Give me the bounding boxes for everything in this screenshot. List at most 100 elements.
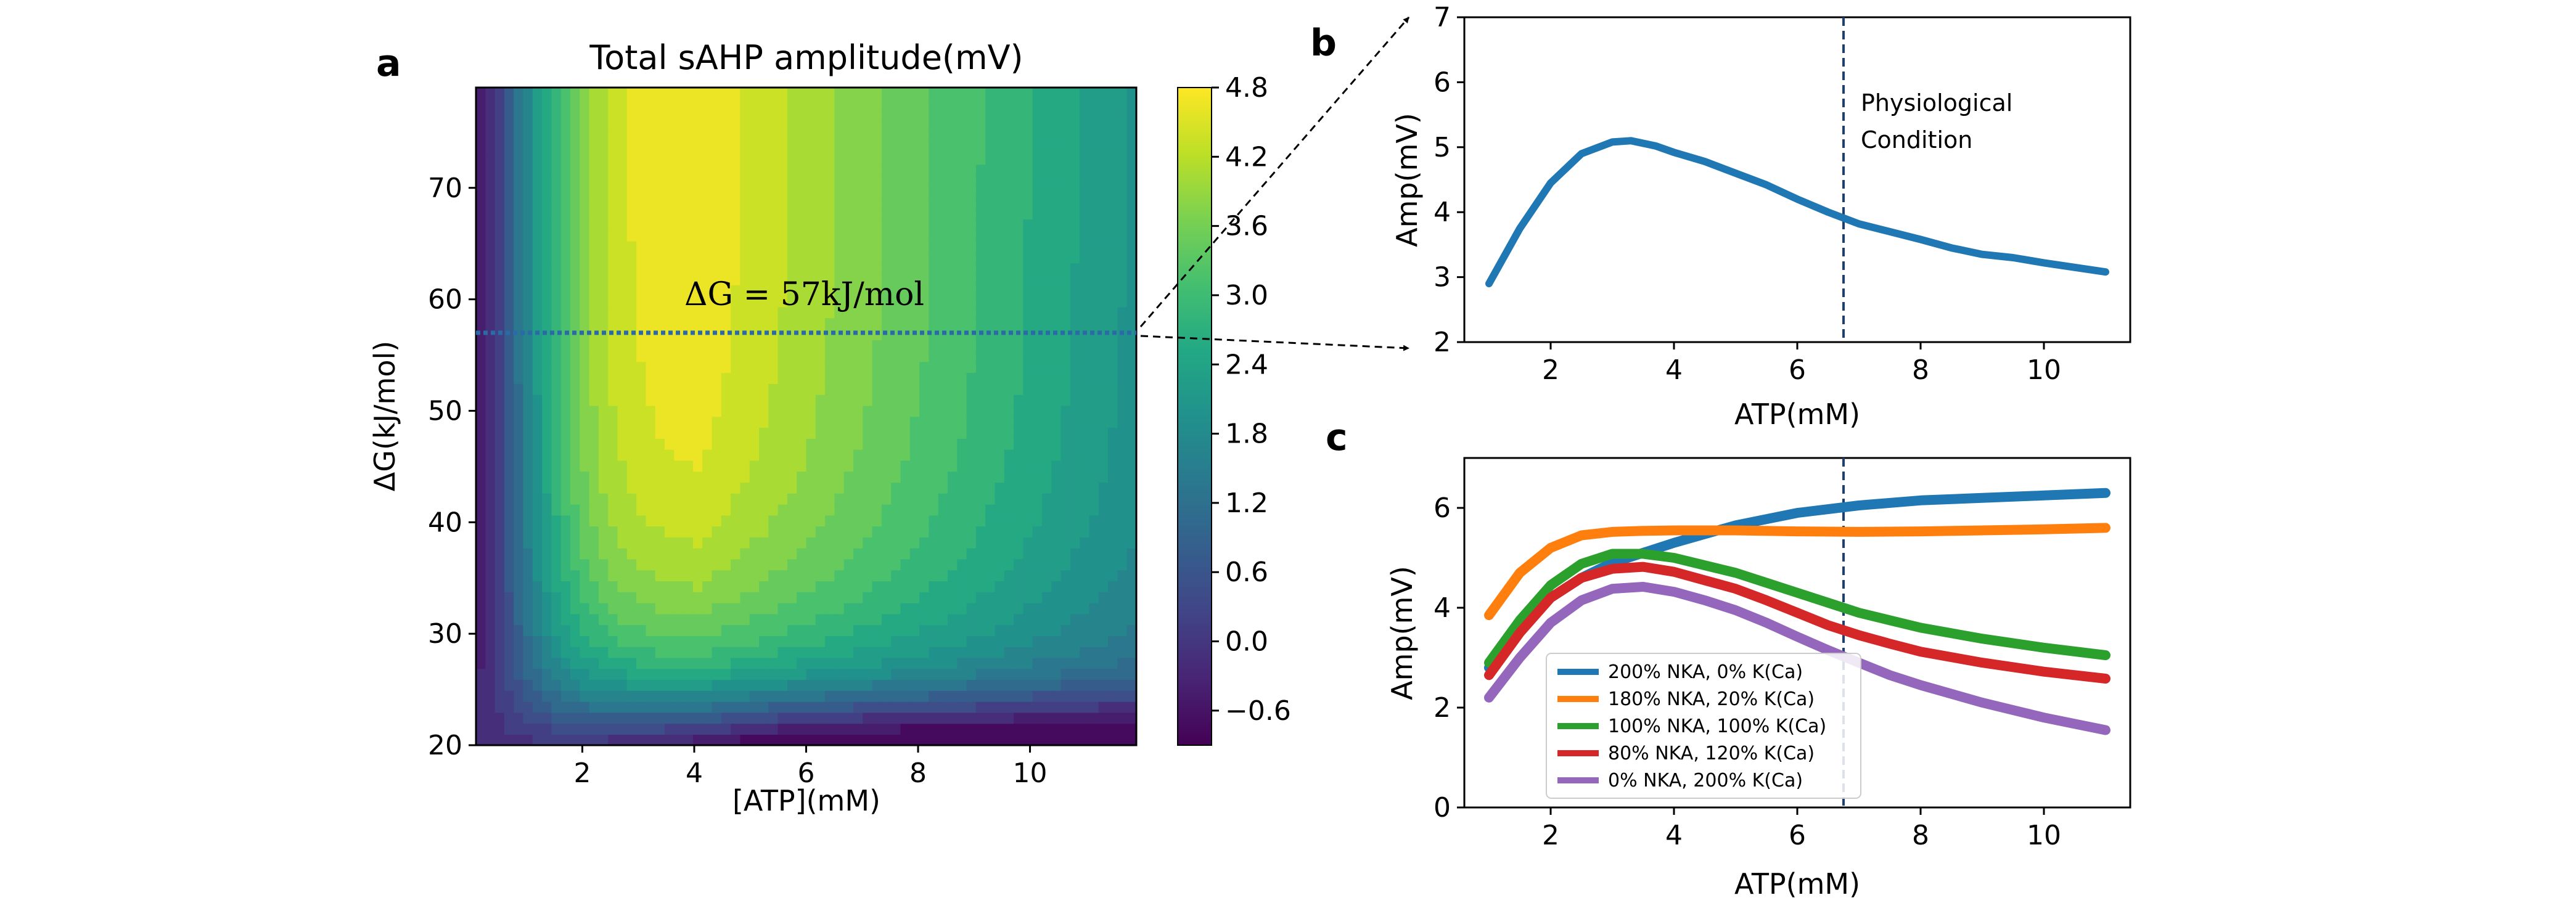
heatmap-cell (948, 646, 958, 658)
heatmap-cell (532, 592, 543, 603)
heatmap-cell (948, 504, 958, 516)
heatmap-cell (646, 449, 656, 461)
heatmap-cell (1014, 285, 1024, 296)
heatmap-cell (560, 317, 571, 330)
heatmap-cell (655, 153, 665, 165)
heatmap-cell (863, 558, 873, 571)
heatmap-cell (485, 372, 496, 384)
heatmap-cell (985, 504, 996, 516)
series-line-4 (1484, 562, 2110, 684)
heatmap-cell (853, 175, 864, 187)
heatmap-cell (504, 449, 514, 461)
heatmap-cell (1042, 230, 1052, 242)
xtick-label: 8 (1912, 354, 1929, 386)
heatmap-cell (598, 131, 609, 143)
heatmap-cell (1051, 592, 1062, 603)
heatmap-cell (881, 547, 892, 560)
heatmap-cell (1089, 646, 1099, 658)
heatmap-cell (995, 504, 1005, 516)
heatmap-cell (749, 438, 760, 450)
heatmap-cell (909, 449, 920, 461)
heatmap-cell (683, 340, 694, 351)
heatmap-cell (1042, 438, 1052, 450)
heatmap-cell (938, 186, 948, 198)
heatmap-cell (542, 263, 552, 275)
heatmap-cell (881, 635, 892, 647)
heatmap-cell (683, 240, 694, 253)
heatmap-cell (626, 460, 637, 472)
heatmap-cell (655, 98, 665, 110)
heatmap-cell (777, 668, 788, 680)
heatmap-cell (825, 427, 835, 439)
heatmap-cell (900, 208, 911, 220)
heatmap-cell (712, 240, 722, 253)
heatmap-cell (834, 263, 845, 275)
heatmap-cell (1032, 405, 1043, 417)
heatmap-cell (1070, 471, 1080, 483)
heatmap-cell (834, 646, 845, 658)
heatmap-cell (598, 668, 609, 680)
heatmap-cell (617, 646, 628, 658)
heatmap-cell (608, 153, 618, 165)
heatmap-cell (749, 340, 760, 351)
heatmap-cell (655, 274, 665, 285)
heatmap-cell (948, 515, 958, 527)
heatmap-cell (626, 515, 637, 527)
heatmap-cell (759, 405, 769, 417)
heatmap-cell (1080, 679, 1090, 691)
heatmap-cell (731, 602, 741, 615)
heatmap-cell (626, 526, 637, 537)
heatmap-cell (872, 613, 882, 626)
heatmap-cell (872, 635, 882, 647)
heatmap-cell (476, 219, 486, 231)
heatmap-xtick-label: 6 (798, 758, 815, 789)
heatmap-cell (504, 558, 514, 571)
heatmap-cell (532, 602, 543, 615)
heatmap-cell (692, 340, 703, 351)
heatmap-cell (674, 186, 684, 198)
heatmap-cell (702, 197, 713, 209)
heatmap-cell (815, 263, 826, 275)
heatmap-cell (523, 131, 533, 143)
heatmap-cell (617, 679, 628, 691)
heatmap-cell (806, 416, 816, 428)
heatmap-cell (1004, 142, 1014, 154)
heatmap-cell (768, 175, 779, 187)
heatmap-cell (853, 482, 864, 494)
heatmap-cell (909, 263, 920, 275)
heatmap-cell (702, 602, 713, 615)
heatmap-cell (1060, 547, 1071, 560)
heatmap-cell (957, 537, 967, 549)
heatmap-cell (702, 219, 713, 231)
heatmap-cell (485, 712, 496, 724)
heatmap-cell (919, 613, 930, 626)
heatmap-cell (777, 570, 788, 582)
heatmap-cell (787, 219, 797, 231)
heatmap-cell (665, 679, 675, 691)
heatmap-cell (702, 120, 713, 132)
heatmap-cell (1060, 372, 1071, 384)
heatmap-cell (985, 734, 996, 745)
heatmap-cell (598, 383, 609, 395)
heatmap-cell (1051, 88, 1062, 99)
heatmap-cell (1032, 340, 1043, 351)
heatmap-cell (580, 526, 590, 537)
heatmap-cell (1108, 581, 1118, 592)
heatmap-cell (1126, 734, 1136, 745)
heatmap-cell (532, 581, 543, 592)
heatmap-cell (532, 240, 543, 253)
heatmap-cell (853, 186, 864, 198)
heatmap-cell (900, 570, 911, 582)
heatmap-cell (580, 679, 590, 691)
heatmap-cell (570, 592, 581, 603)
heatmap-cell (674, 405, 684, 417)
heatmap-cell (1051, 438, 1062, 450)
heatmap-cell (589, 219, 599, 231)
heatmap-cell (598, 613, 609, 626)
heatmap-cell (957, 361, 967, 374)
heatmap-cell (768, 230, 779, 242)
colorbar-tick-label: 4.8 (1225, 72, 1268, 104)
heatmap-cell (683, 460, 694, 472)
heatmap-cell (1014, 361, 1024, 374)
heatmap-cell (1004, 164, 1014, 176)
